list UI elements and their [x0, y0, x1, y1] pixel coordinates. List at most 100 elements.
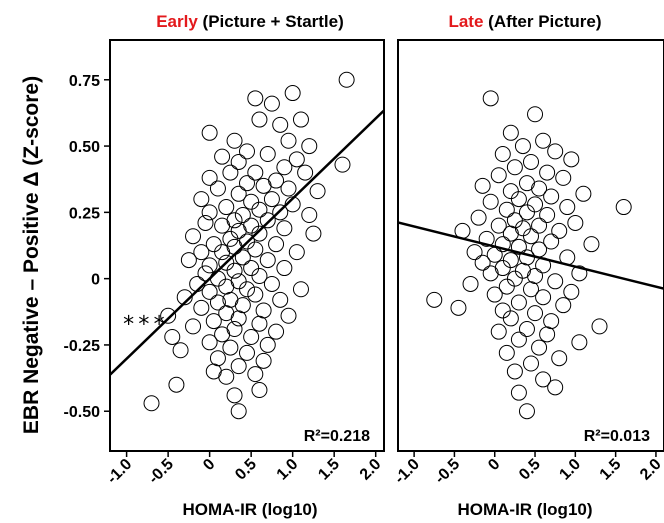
scatter-point	[531, 339, 548, 356]
scatter-point	[230, 403, 247, 420]
scatter-point	[490, 323, 507, 340]
scatter-point	[247, 90, 264, 107]
scatter-point	[272, 204, 289, 221]
scatter-point	[543, 233, 560, 250]
scatter-point	[239, 344, 255, 361]
scatter-point	[426, 291, 443, 308]
y-tick-label: -0.50	[64, 404, 101, 421]
plot-frame	[397, 39, 664, 452]
scatter-point	[185, 318, 202, 335]
scatter-point	[551, 350, 568, 367]
y-tick-label: -0.25	[64, 338, 101, 355]
scatter-point	[251, 315, 268, 332]
scatter-point	[615, 199, 632, 216]
scatter-point	[478, 230, 495, 247]
scatter-point	[255, 302, 272, 319]
scatter-point	[591, 318, 608, 335]
scatter-point	[239, 175, 255, 192]
scatter-point	[575, 185, 592, 202]
regression-line	[110, 109, 384, 376]
scatter-point	[518, 321, 535, 338]
scatter-point	[201, 204, 218, 221]
scatter-point	[280, 307, 297, 324]
scatter-point	[255, 177, 272, 194]
scatter-point	[143, 395, 160, 412]
scatter-point	[263, 95, 280, 112]
scatter-point	[527, 305, 544, 322]
scatter-point	[301, 138, 318, 155]
scatter-point	[292, 281, 309, 298]
x-tick-label: 2.0	[357, 456, 385, 484]
scatter-point	[222, 339, 239, 356]
scatter-point	[272, 291, 289, 308]
scatter-point	[502, 183, 519, 200]
scatter-point	[251, 111, 268, 128]
scatter-point	[259, 212, 276, 229]
scatter-point	[510, 331, 527, 348]
scatter-point	[305, 225, 322, 242]
scatter-point	[209, 270, 226, 287]
x-tick-label: 2.0	[637, 456, 664, 484]
scatter-point	[230, 222, 247, 239]
scatter-point	[226, 387, 243, 404]
panel-title-early: Early (Picture + Startle)	[156, 12, 344, 31]
scatter-point	[214, 326, 231, 343]
y-tick-label: 0.50	[69, 139, 100, 156]
y-axis-label: EBR Negative – Positive Δ (Z-score)	[20, 76, 43, 434]
scatter-point	[506, 363, 523, 380]
x-axis-label-late: HOMA-IR (log10)	[457, 500, 592, 519]
scatter-point	[226, 132, 243, 149]
scatter-point	[180, 252, 197, 269]
scatter-point	[230, 153, 247, 170]
scatter-point	[502, 225, 519, 242]
scatter-point	[234, 207, 251, 224]
scatter-point	[288, 244, 305, 261]
scatter-point	[547, 273, 564, 290]
scatter-point	[209, 294, 226, 311]
scatter-point	[193, 244, 210, 261]
scatter-point	[571, 265, 588, 282]
scatter-point	[201, 283, 218, 300]
scatter-point	[571, 334, 588, 351]
scatter-point	[214, 244, 231, 261]
scatter-point	[494, 236, 511, 253]
scatter-point	[268, 323, 285, 340]
x-tick-label: 0	[200, 456, 218, 474]
scatter-point	[567, 214, 584, 231]
scatter-point	[243, 328, 260, 345]
x-tick-label: 1.0	[556, 456, 584, 484]
scatter-point	[168, 376, 185, 393]
scatter-point	[230, 185, 247, 202]
scatter-point	[527, 106, 544, 123]
scatter-point	[506, 270, 523, 287]
scatter-point	[506, 159, 523, 176]
scatter-point	[523, 153, 539, 170]
scatter-point	[185, 228, 202, 245]
scatter-point	[547, 143, 564, 160]
scatter-point	[234, 249, 251, 266]
y-tick-label: 0.25	[69, 205, 100, 222]
scatter-point	[160, 307, 177, 324]
x-tick-label: 1.0	[274, 456, 302, 484]
scatter-point	[514, 262, 531, 279]
x-tick-label: 1.5	[597, 456, 625, 484]
scatter-point	[470, 209, 487, 226]
scatter-point	[209, 180, 226, 197]
scatter-point	[251, 201, 268, 218]
scatter-point	[230, 358, 247, 375]
scatter-point	[230, 310, 247, 327]
r-squared-label: R²=0.218	[304, 428, 370, 445]
scatter-point	[535, 132, 552, 149]
scatter-point	[462, 275, 479, 292]
scatter-point	[292, 111, 309, 128]
scatter-point	[510, 294, 527, 311]
scatter-point	[263, 275, 280, 292]
x-tick-label: -1.0	[391, 456, 423, 488]
scatter-point	[251, 382, 268, 399]
scatter-point	[263, 191, 280, 208]
panel-late: -1.0 -0.5 0 0.5 1.0 1.5 2.0 R²=0.013	[391, 39, 664, 488]
scatter-point	[482, 90, 499, 107]
scatter-point	[172, 342, 189, 359]
scatter-point	[502, 310, 519, 327]
scatter-point	[466, 244, 483, 261]
